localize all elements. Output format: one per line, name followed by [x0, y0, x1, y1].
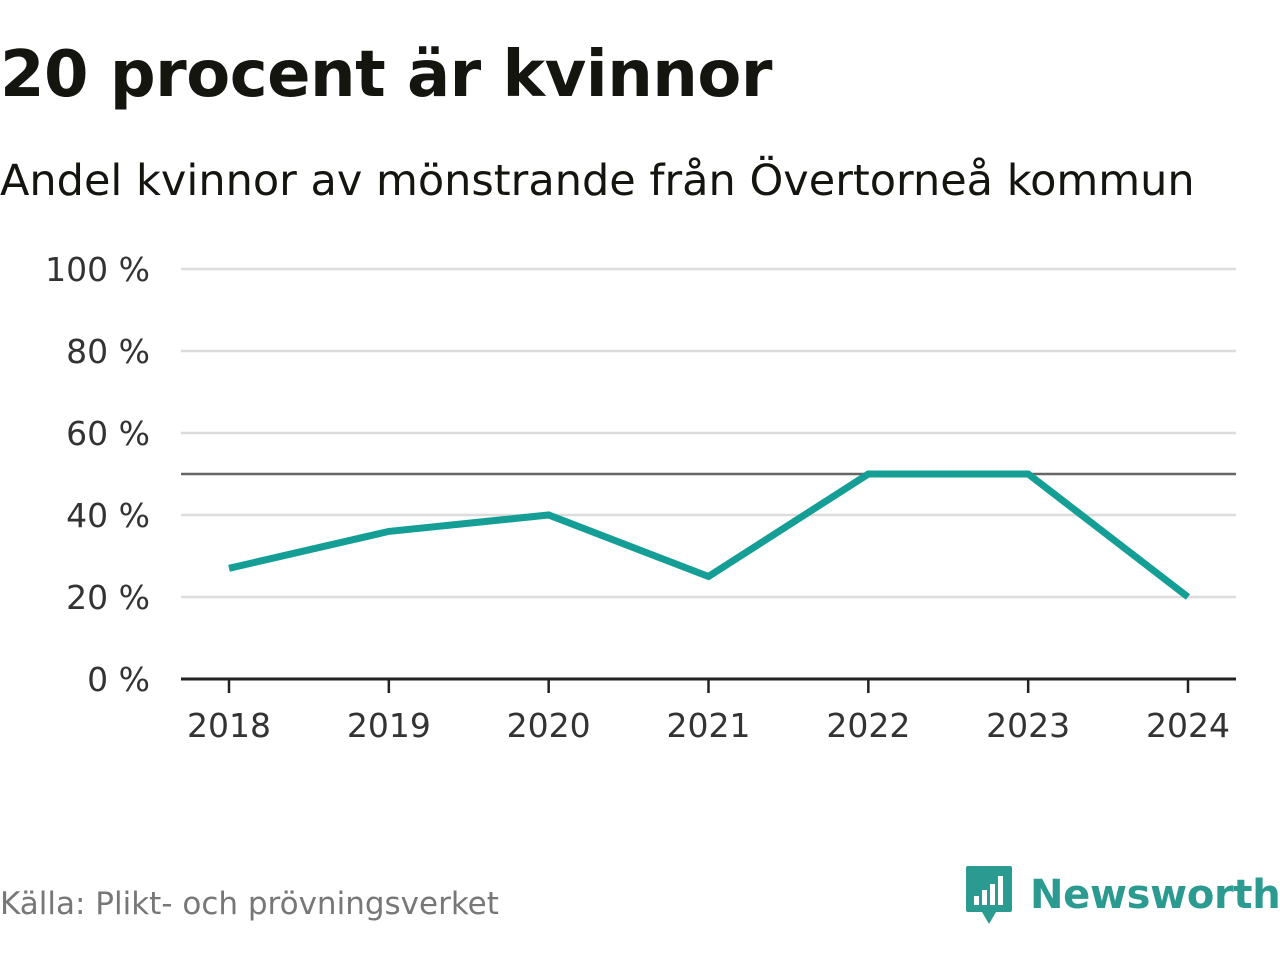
x-axis: 2018 2019 2020 2021 2022 2023 2024 — [181, 677, 1236, 745]
y-tick-label: 80 % — [66, 332, 150, 371]
brand-logo[interactable]: Newsworthy — [964, 864, 1280, 926]
x-tick-label: 2023 — [986, 706, 1070, 745]
bar-chart-speech-bubble-icon — [966, 866, 1012, 924]
x-tick-label: 2019 — [347, 706, 431, 745]
series-group — [228, 470, 1191, 600]
source-note: Källa: Plikt- och prövningsverket — [0, 886, 499, 922]
y-tick-label: 0 % — [87, 660, 150, 699]
chart-title: 20 procent är kvinnor — [0, 38, 772, 112]
y-tick-label: 100 % — [45, 250, 150, 289]
x-tick-label: 2022 — [826, 706, 910, 745]
x-tick-label: 2020 — [507, 706, 591, 745]
x-tick-label: 2024 — [1146, 706, 1230, 745]
gridlines — [181, 267, 1236, 599]
chart-subtitle: Andel kvinnor av mönstrande från Övertor… — [0, 156, 1195, 206]
y-tick-label: 60 % — [66, 414, 150, 453]
brand-name: Newsworthy — [1030, 872, 1280, 918]
y-axis-tick-labels: 0 % 20 % 40 % 60 % 80 % 100 % — [45, 250, 150, 699]
y-tick-label: 20 % — [66, 578, 150, 617]
x-tick-label: 2018 — [187, 706, 271, 745]
line-chart: 0 % 20 % 40 % 60 % 80 % 100 % 2018 2019 2020 202… — [45, 250, 1236, 745]
series-line — [228, 470, 1191, 600]
y-tick-label: 40 % — [66, 496, 150, 535]
x-tick-label: 2021 — [667, 706, 751, 745]
